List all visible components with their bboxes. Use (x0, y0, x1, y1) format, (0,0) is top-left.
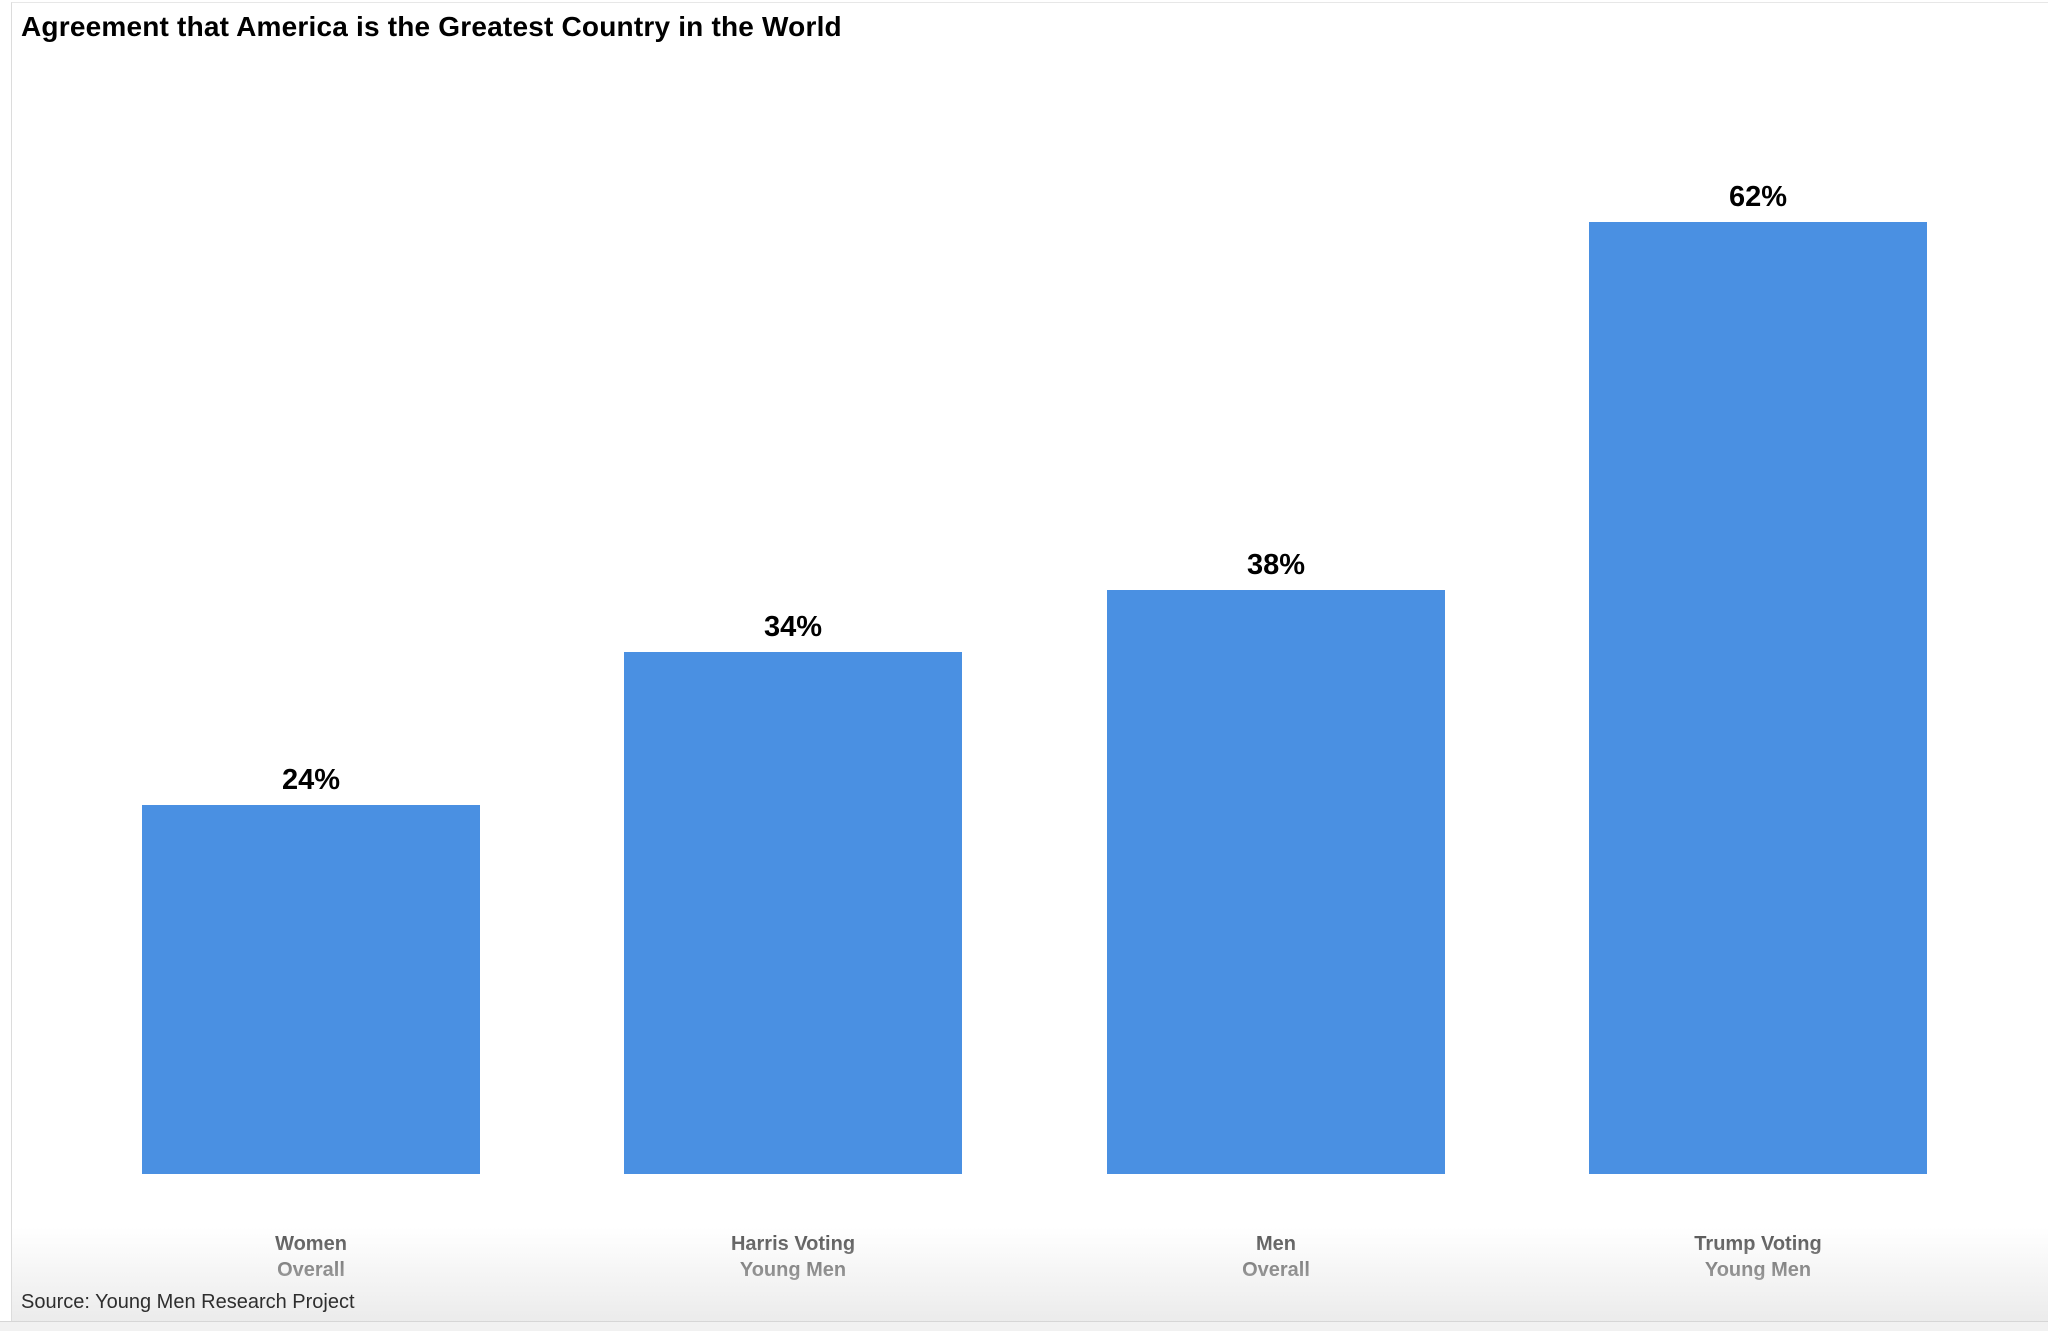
category-label: Women Overall (275, 1233, 347, 1281)
category-label: Men Overall (1242, 1233, 1310, 1281)
chart-card: Agreement that America is the Greatest C… (11, 2, 2048, 1322)
chart-title: Agreement that America is the Greatest C… (21, 11, 842, 42)
bar-value-label: 62% (1728, 181, 1788, 213)
bar-value-label: 38% (1246, 549, 1306, 581)
bar (1107, 590, 1445, 1174)
bar-chart-plot: 24% Women Overall 34% Harris Voting Youn… (12, 3, 2048, 1322)
bottom-scroll-strip (0, 1321, 2048, 1331)
bar (142, 805, 480, 1174)
category-label: Harris Voting Young Men (730, 1233, 856, 1281)
category-label: Trump Voting Young Men (1694, 1233, 1822, 1281)
bar (1589, 222, 1927, 1174)
source-note: Source: Young Men Research Project (21, 1291, 355, 1313)
bar-value-label: 34% (763, 611, 823, 643)
bar (624, 652, 962, 1174)
bar-value-label: 24% (281, 764, 341, 796)
